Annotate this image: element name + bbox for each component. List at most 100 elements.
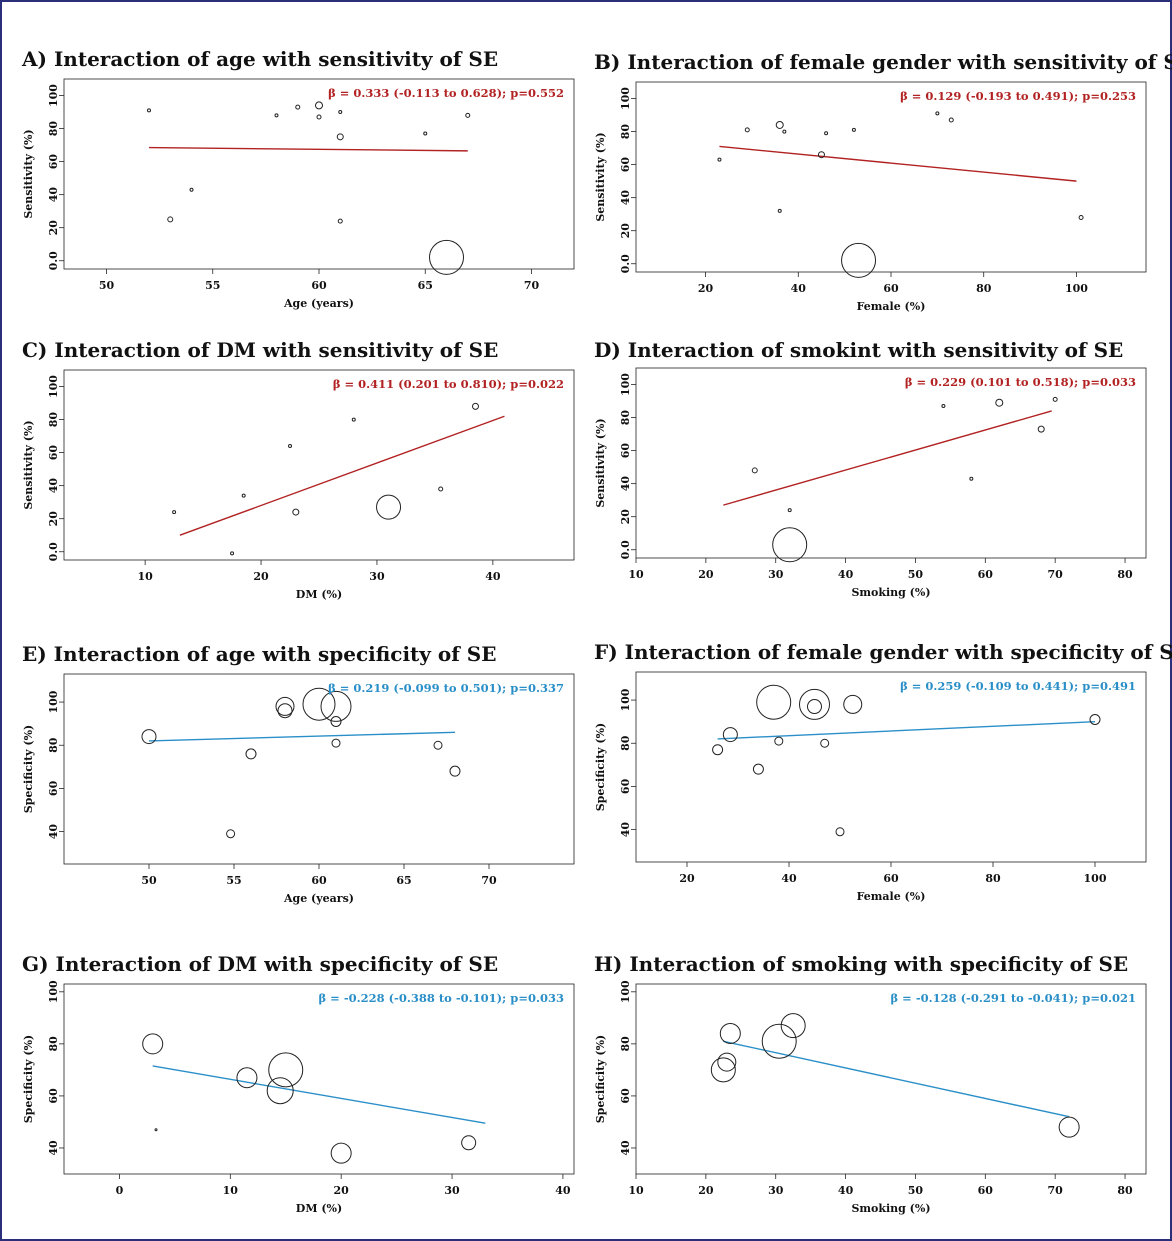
panel-d-y-tick-label: 80 (619, 410, 632, 426)
panel-a-x-tick-label: 70 (524, 279, 540, 292)
panel-d-data-point (1037, 425, 1045, 433)
panel-d-x-tick-label: 20 (698, 568, 714, 581)
panel-a-data-point (429, 239, 464, 275)
panel-b-data-point (744, 127, 750, 133)
panel-a-y-tick-label: 20 (47, 220, 60, 236)
panel-c-x-tick-label: 10 (137, 570, 153, 583)
panel-h-y-tick-label: 80 (619, 1036, 632, 1052)
panel-f-data-point (774, 736, 784, 746)
panel-a-y-axis-label: Sensitivity (%) (22, 129, 35, 218)
panel-b-x-tick-label: 40 (791, 282, 807, 295)
panel-b-data-point (824, 131, 829, 136)
panel-e-plot-frame (63, 673, 575, 865)
panel-d-annotation: β = 0.229 (0.101 to 0.518); p=0.033 (905, 375, 1136, 389)
panel-g-x-tick-label: 20 (334, 1184, 350, 1197)
panel-b-x-tick-label: 60 (883, 282, 899, 295)
panel-e-y-tick-label: 80 (47, 737, 60, 753)
panel-a-y-tick-label: 0.0 (47, 251, 60, 270)
panel-e-title: E) Interaction of age with specificity o… (22, 642, 497, 666)
panel-d-y-tick-label: 60 (619, 443, 632, 459)
panel-h-x-tick-label: 80 (1117, 1184, 1133, 1197)
panel-a-data-point (189, 187, 194, 192)
panel-c-data-point (172, 510, 177, 515)
panel-e-data-point (245, 748, 257, 760)
panel-d-title: D) Interaction of smokint with sensitivi… (594, 338, 1124, 362)
panel-h-y-axis-label: Specificity (%) (594, 1035, 607, 1124)
panel-d-data-point (772, 527, 808, 563)
panel-c-annotation: β = 0.411 (0.201 to 0.810); p=0.022 (333, 377, 564, 391)
panel-b-data-point (935, 111, 940, 116)
panel-g-x-tick-label: 30 (444, 1184, 460, 1197)
panel-a-data-point (336, 133, 344, 141)
panel-e-data-point (275, 696, 295, 716)
panel-f-x-tick-label: 40 (781, 872, 797, 885)
panel-c-title: C) Interaction of DM with sensitivity of… (22, 338, 499, 362)
panel-h-plot: 10 20 30 40 50 60 70 80 40 60 80 100 Smoking (%) Spec… (594, 980, 1147, 1215)
panel-g-x-axis-label: DM (%) (296, 1202, 342, 1215)
panel-f-x-tick-label: 60 (883, 872, 899, 885)
panel-d-regression-line (723, 410, 1052, 506)
panel-h-plot-frame (635, 983, 1147, 1175)
panel-f-y-tick-label: 80 (619, 735, 632, 751)
panel-a-data-point (295, 104, 301, 110)
panel-f-title: F) Interaction of female gender with spe… (594, 640, 1172, 664)
panel-h-data-point (719, 1022, 741, 1044)
panel-f-y-tick-label: 100 (619, 688, 632, 711)
panel-h-regression-line (723, 1040, 1070, 1118)
panel-e-y-tick-label: 60 (47, 780, 60, 796)
panel-h-x-tick-label: 60 (978, 1184, 994, 1197)
panel-a-y-tick-label: 80 (47, 121, 60, 137)
panel-b-x-tick-label: 100 (1065, 282, 1088, 295)
panel-b-y-axis-label: Sensitivity (%) (594, 132, 607, 221)
panel-h-x-tick-label: 10 (628, 1184, 644, 1197)
panel-a-x-axis-label: Age (years) (283, 297, 354, 310)
panel-b-annotation: β = 0.129 (-0.193 to 0.491); p=0.253 (900, 89, 1136, 103)
panel-f-data-point (712, 744, 724, 756)
panel-e-data-point (320, 690, 352, 722)
panel-f-data-point (835, 827, 845, 837)
panel-c-data-point (288, 444, 293, 448)
panel-f-plot-frame (635, 671, 1147, 863)
panel-d-y-tick-label: 100 (619, 373, 632, 396)
panel-a-data-point (167, 216, 174, 223)
panel-a-x-tick-label: 60 (311, 279, 327, 292)
panel-h-data-point (1058, 1116, 1080, 1138)
panel-h-data-point (780, 1013, 806, 1039)
panel-b-x-axis-label: Female (%) (857, 300, 926, 313)
panel-e-data-point (433, 740, 443, 750)
panel-g-y-tick-label: 80 (47, 1036, 60, 1052)
panel-f-y-tick-label: 60 (619, 778, 632, 794)
panel-a-data-point (423, 131, 428, 136)
panel-f-data-point (722, 727, 738, 743)
panel-a-x-tick-label: 50 (99, 279, 115, 292)
panel-f-y-axis-label: Specificity (%) (594, 723, 607, 812)
panel-h-x-tick-label: 30 (768, 1184, 784, 1197)
panel-g-plot: 0 10 20 30 40 40 60 80 100 DM (%) Specificity (%) β… (22, 980, 575, 1215)
panel-b-y-tick-label: 20 (619, 223, 632, 239)
panel-g-data-point (268, 1052, 304, 1088)
panel-d-data-point (995, 398, 1004, 407)
panel-b-y-tick-label: 0.0 (619, 254, 632, 273)
panel-b-data-point (1078, 214, 1084, 220)
panel-f-x-axis-label: Female (%) (857, 890, 926, 903)
panel-g-x-tick-label: 10 (223, 1184, 239, 1197)
panel-b-y-tick-label: 60 (619, 157, 632, 173)
panel-e-x-tick-label: 70 (481, 874, 497, 887)
panel-g-regression-line (152, 1065, 486, 1124)
panel-b-data-point (775, 120, 784, 129)
panel-f-x-tick-label: 100 (1084, 872, 1107, 885)
panel-d-x-tick-label: 50 (908, 568, 924, 581)
panel-g-y-tick-label: 100 (47, 980, 60, 1003)
panel-d-x-tick-label: 30 (768, 568, 784, 581)
panel-h-data-point (710, 1057, 736, 1083)
panel-c-x-tick-label: 30 (369, 570, 385, 583)
panel-e-annotation: β = 0.219 (-0.099 to 0.501); p=0.337 (328, 681, 564, 695)
panel-e-x-axis-label: Age (years) (283, 892, 354, 905)
panel-d-data-point (941, 404, 946, 408)
panel-g-x-tick-label: 0 (116, 1184, 124, 1197)
panel-h-title: H) Interaction of smoking with specifici… (594, 952, 1129, 976)
panel-a-data-point (338, 110, 343, 115)
panel-a-plot-frame (63, 78, 575, 270)
panel-f-y-tick-label: 40 (619, 822, 632, 838)
panel-c-plot: 10 20 30 40 0.0 20 40 60 80 100 DM (%) Sensitivity … (22, 369, 575, 601)
